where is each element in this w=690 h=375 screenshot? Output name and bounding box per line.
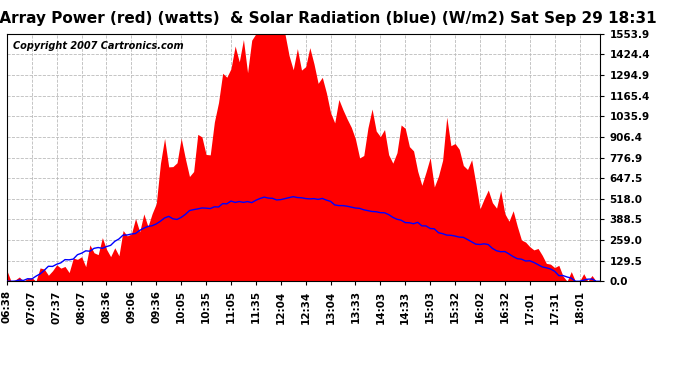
- Text: West Array Power (red) (watts)  & Solar Radiation (blue) (W/m2) Sat Sep 29 18:31: West Array Power (red) (watts) & Solar R…: [0, 11, 656, 26]
- Text: Copyright 2007 Cartronics.com: Copyright 2007 Cartronics.com: [13, 41, 184, 51]
